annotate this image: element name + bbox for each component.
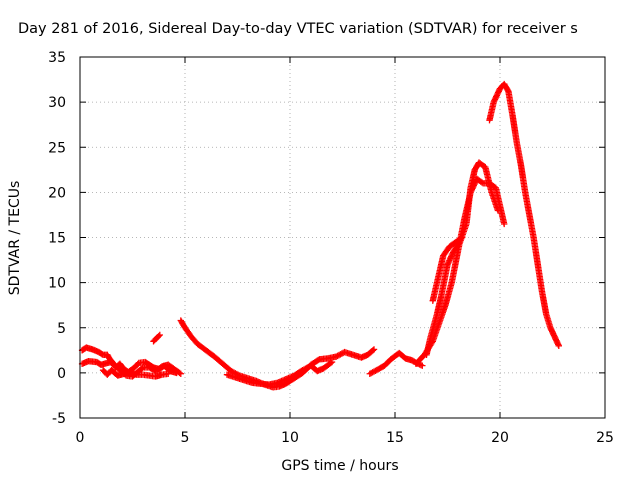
data-points	[78, 80, 562, 391]
x-tick-label: 25	[596, 430, 614, 446]
y-tick-label: 5	[57, 321, 66, 337]
x-tick-labels: 0 5 10 15 20 25	[76, 430, 614, 446]
data-point	[327, 359, 334, 367]
data-point	[155, 332, 162, 340]
x-axis-label: GPS time / hours	[281, 458, 398, 474]
y-tick-label: 15	[48, 231, 66, 247]
x-tick-label: 15	[386, 430, 404, 446]
data-point	[457, 235, 465, 242]
y-axis-label: SDTVAR / TECUs	[7, 181, 23, 296]
x-tick-label: 10	[281, 430, 299, 446]
grid-lines	[80, 57, 605, 418]
x-tick-label: 20	[491, 430, 509, 446]
data-point	[156, 331, 163, 339]
y-tick-label: 20	[48, 185, 66, 201]
y-tick-label: 0	[57, 366, 66, 382]
data-point	[369, 347, 377, 354]
data-point	[459, 234, 466, 241]
y-tick-label: 35	[48, 50, 66, 66]
plot-frame	[79, 56, 606, 419]
x-tick-label: 5	[181, 430, 190, 446]
data-point	[494, 207, 502, 214]
y-tick-labels: -5 0 5 10 15 20 25 30 35	[48, 50, 66, 427]
data-point	[501, 220, 508, 228]
y-tick-label: 10	[48, 276, 66, 292]
y-tick-label: -5	[52, 411, 66, 427]
axis-ticks	[79, 56, 606, 419]
y-tick-label: 30	[48, 95, 66, 111]
y-tick-label: 25	[48, 140, 66, 156]
data-point	[177, 370, 184, 377]
x-tick-label: 0	[76, 430, 85, 446]
chart-title: Day 281 of 2016, Sidereal Day-to-day VTE…	[18, 21, 578, 37]
data-point	[370, 346, 378, 353]
data-point	[173, 369, 180, 377]
data-point	[419, 362, 426, 369]
data-point	[165, 370, 172, 377]
data-point	[555, 342, 562, 349]
data-point	[328, 358, 336, 366]
data-point	[478, 179, 486, 186]
